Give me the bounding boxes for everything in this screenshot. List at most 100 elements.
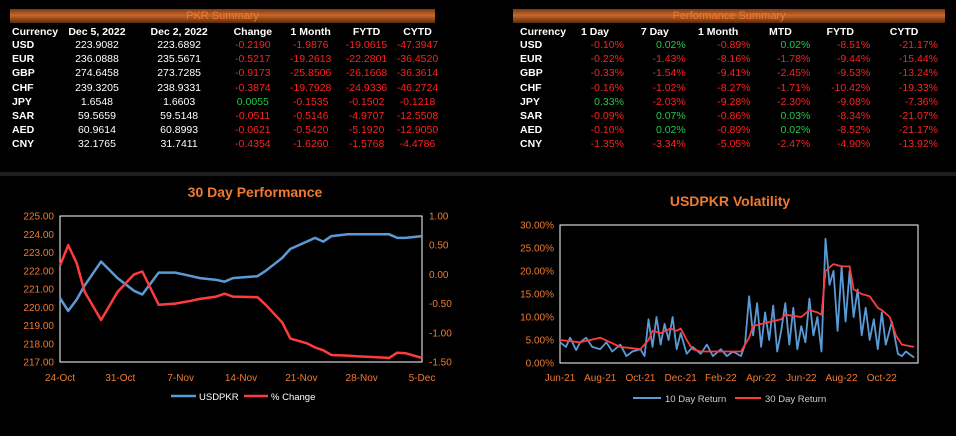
perf-currency-cell: GBP — [520, 67, 543, 80]
pkr-value-cell: 59.5659 — [77, 110, 116, 123]
plot-area-frame — [559, 224, 919, 364]
plot-area-frame — [59, 215, 423, 363]
x-tick-label: 14-Nov — [225, 373, 257, 384]
x-tick-label: Jun-22 — [786, 373, 817, 384]
pkr-value-cell: -1.6260 — [292, 138, 329, 151]
legend-label-10-day: 10 Day Return — [665, 394, 726, 405]
pkr-value-cell: -0.9173 — [235, 67, 271, 80]
perf-value-cell: -9.08% — [836, 95, 871, 108]
perf-value-cell: 0.02% — [655, 39, 686, 52]
perf-value-cell: -1.71% — [777, 81, 811, 94]
pkr-value-cell: 235.5671 — [157, 53, 202, 66]
perf-value-cell: -1.35% — [590, 138, 624, 151]
y-right-tick-label: -0.50 — [429, 299, 452, 310]
y-left-tick-label: 219.00 — [23, 321, 54, 332]
legend-label-30-day: 30 Day Return — [765, 394, 826, 405]
perf-value-cell: -8.27% — [717, 81, 751, 94]
perf-value-cell: -9.41% — [717, 67, 751, 80]
x-tick-label: Aug-21 — [584, 373, 617, 384]
perf-value-cell: -8.34% — [836, 110, 871, 123]
perf-value-cell: -13.24% — [898, 67, 938, 80]
perf-value-cell: -0.10% — [590, 39, 624, 52]
x-tick-label: Apr-22 — [746, 373, 776, 384]
pkr-value-cell: -0.2190 — [235, 39, 271, 52]
perf-row: CHF -0.16% -1.02% -8.27% -1.71% -10.42% -19.33… — [520, 81, 938, 95]
pkr-value-cell: 238.9331 — [157, 81, 202, 94]
perf-value-cell: -15.44% — [898, 53, 938, 66]
chart-usdpkr-volatility: 0.00% 5.00% 10.00% 15.00% 20.00% 25.00% 30.00%… — [520, 221, 919, 405]
pkr-col-header: CYTD — [403, 25, 432, 38]
pkr-value-cell: -12.5508 — [396, 110, 439, 123]
perf-value-cell: -1.54% — [652, 67, 686, 80]
perf-value-cell: -0.33% — [590, 67, 624, 80]
y-left-tick-label: 221.00 — [23, 285, 54, 296]
pkr-row: EUR 236.0888 235.5671 -0.5217 -19.2613 -22.28… — [12, 52, 440, 66]
perf-value-cell: -21.07% — [898, 110, 938, 123]
pkr-summary-header: PKR Summary — [10, 9, 435, 23]
pkr-value-cell: 239.3205 — [75, 81, 119, 94]
pkr-value-cell: -19.0615 — [345, 39, 388, 52]
series-line--change — [58, 243, 423, 360]
pkr-value-cell: -1.9876 — [292, 39, 329, 52]
perf-value-cell: -21.17% — [898, 39, 938, 52]
pkr-value-cell: 60.8993 — [160, 124, 199, 137]
performance-summary-header-row: Currency 1 Day 7 Day 1 Month MTD FYTD CYTD — [520, 25, 938, 38]
perf-currency-cell: USD — [520, 39, 543, 52]
pkr-value-cell: 223.6892 — [157, 39, 202, 52]
x-tick-label: 31-Oct — [105, 373, 135, 384]
section-divider — [0, 172, 956, 176]
perf-value-cell: 0.02% — [655, 124, 686, 137]
pkr-value-cell: -25.8506 — [289, 67, 332, 80]
x-tick-label: Oct-22 — [867, 373, 897, 384]
pkr-summary-header-row: Currency Dec 5, 2022 Dec 2, 2022 Change 1 Mo… — [12, 25, 440, 38]
pkr-value-cell: 60.9614 — [77, 124, 116, 137]
perf-value-cell: -0.09% — [590, 110, 624, 123]
perf-currency-cell: JPY — [520, 95, 540, 108]
pkr-value-cell: -26.1668 — [345, 67, 388, 80]
x-tick-label: 7-Nov — [167, 373, 194, 384]
y-left-tick-label: 222.00 — [23, 266, 54, 277]
y-right-tick-label: 1.00 — [429, 212, 449, 223]
pkr-currency-cell: JPY — [12, 95, 32, 108]
perf-row: USD -0.10% 0.02% -0.89% 0.02% -8.51% -21.17% — [520, 38, 938, 52]
pkr-value-cell: 1.6603 — [163, 95, 196, 108]
pkr-col-header: Dec 5, 2022 — [68, 25, 126, 38]
perf-value-cell: -1.78% — [777, 53, 811, 66]
perf-currency-cell: CHF — [520, 81, 542, 94]
pkr-col-header: Dec 2, 2022 — [150, 25, 208, 38]
perf-currency-cell: SAR — [520, 110, 543, 123]
perf-value-cell: -1.43% — [652, 53, 686, 66]
pkr-value-cell: -0.5420 — [292, 124, 329, 137]
pkr-row: USD 223.9082 223.6892 -0.2190 -1.9876 -19.061… — [12, 38, 440, 52]
pkr-value-cell: -0.5217 — [235, 53, 271, 66]
perf-col-header: CYTD — [889, 25, 919, 38]
perf-value-cell: -9.28% — [717, 95, 751, 108]
y-right-tick-label: -1.50 — [429, 358, 452, 369]
perf-value-cell: -4.90% — [836, 138, 871, 151]
y-right-tick-label: 0.00 — [429, 270, 449, 281]
y-tick-label: 0.00% — [526, 359, 554, 370]
y-tick-label: 15.00% — [520, 290, 554, 301]
x-tick-label: 24-Oct — [45, 373, 75, 384]
pkr-value-cell: -0.1502 — [348, 95, 385, 108]
perf-value-cell: 0.07% — [655, 110, 686, 123]
pkr-value-cell: -5.1920 — [348, 124, 385, 137]
perf-currency-cell: AED — [520, 124, 543, 137]
y-tick-label: 10.00% — [520, 313, 554, 324]
perf-value-cell: -2.45% — [777, 67, 811, 80]
pkr-value-cell: 59.5148 — [160, 110, 199, 123]
pkr-value-cell: 223.9082 — [75, 39, 119, 52]
pkr-col-header: 1 Month — [290, 25, 331, 38]
perf-value-cell: 0.03% — [780, 110, 811, 123]
pkr-row: CHF 239.3205 238.9331 -0.3874 -19.7928 -24.93… — [12, 81, 440, 95]
pkr-currency-cell: SAR — [12, 110, 35, 123]
pkr-value-cell: 1.6548 — [80, 95, 114, 108]
perf-value-cell: -13.92% — [898, 138, 938, 151]
perf-value-cell: -3.34% — [652, 138, 686, 151]
y-right-tick-label: -1.00 — [429, 328, 452, 339]
pkr-value-cell: 236.0888 — [75, 53, 119, 66]
perf-col-header: Currency — [520, 25, 567, 38]
pkr-value-cell: -0.1218 — [399, 95, 436, 108]
perf-col-header: 1 Month — [698, 25, 739, 38]
perf-currency-cell: CNY — [520, 138, 543, 151]
